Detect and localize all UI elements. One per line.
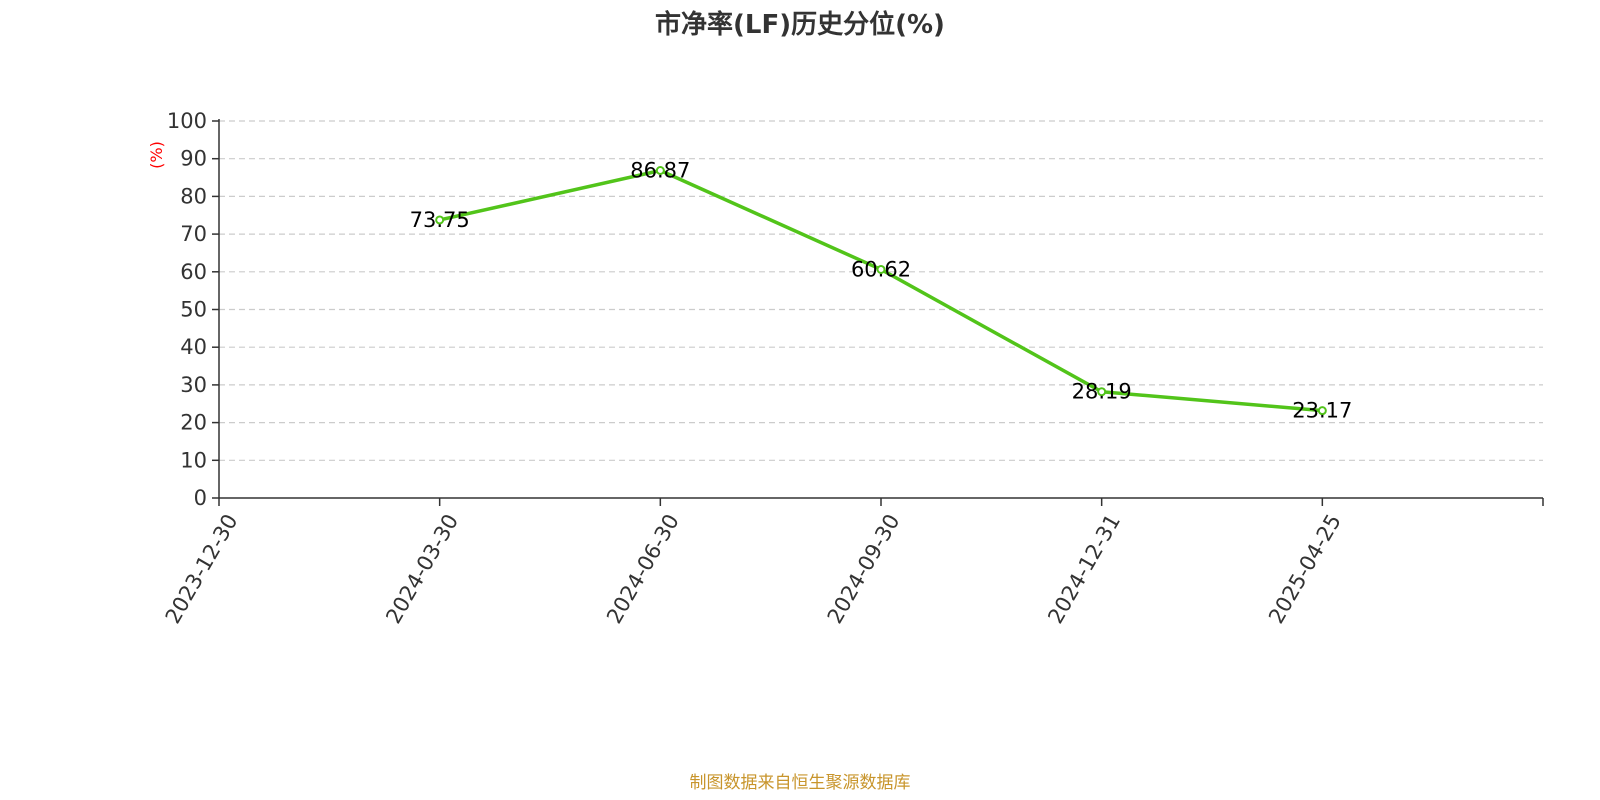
y-tick-label: 60	[180, 260, 207, 284]
y-tick-label: 80	[180, 184, 207, 208]
y-tick-label: 10	[180, 448, 207, 472]
source-note: 制图数据来自恒生聚源数据库	[690, 773, 911, 793]
x-tick-label: 2024-06-30	[602, 510, 684, 628]
y-tick-label: 70	[180, 222, 207, 246]
y-axis-unit-label: (%)	[147, 141, 166, 169]
data-label: 60.62	[851, 257, 911, 281]
y-tick-label: 100	[167, 109, 207, 133]
x-tick-label: 2024-12-31	[1043, 510, 1125, 628]
data-point	[1317, 406, 1327, 416]
x-tick-label: 2024-03-30	[381, 510, 463, 628]
x-tick-labels: 2023-12-30 2024-03-30 2024-06-30 2024-09-30…	[161, 510, 1346, 628]
y-tick-label: 40	[180, 335, 207, 359]
x-tick-label: 2025-04-25	[1264, 510, 1346, 628]
data-point	[435, 215, 445, 225]
data-label: 23.17	[1292, 399, 1352, 423]
series-line	[435, 166, 1327, 416]
series-path	[439, 168, 1323, 413]
y-tick-labels: 0 10 20 30 40 50 60 70 80 90 100	[167, 109, 207, 510]
x-tick-label: 2023-12-30	[161, 510, 243, 628]
y-tick-label: 90	[180, 147, 207, 171]
data-label: 28.19	[1072, 380, 1132, 404]
data-point	[876, 264, 886, 274]
y-tick-label: 0	[194, 486, 207, 510]
chart-title: 市净率(LF)历史分位(%)	[655, 9, 945, 40]
x-tick-label: 2024-09-30	[823, 510, 905, 628]
y-tick-label: 50	[180, 298, 207, 322]
data-label: 86.87	[630, 159, 690, 183]
data-label: 73.75	[410, 208, 470, 232]
data-point	[655, 166, 665, 176]
data-labels: 73.75 86.87 60.62 28.19 23.17	[410, 159, 1353, 423]
data-point	[1097, 387, 1107, 397]
axes	[212, 119, 1544, 506]
y-tick-label: 20	[180, 411, 207, 435]
y-tick-label: 30	[180, 373, 207, 397]
